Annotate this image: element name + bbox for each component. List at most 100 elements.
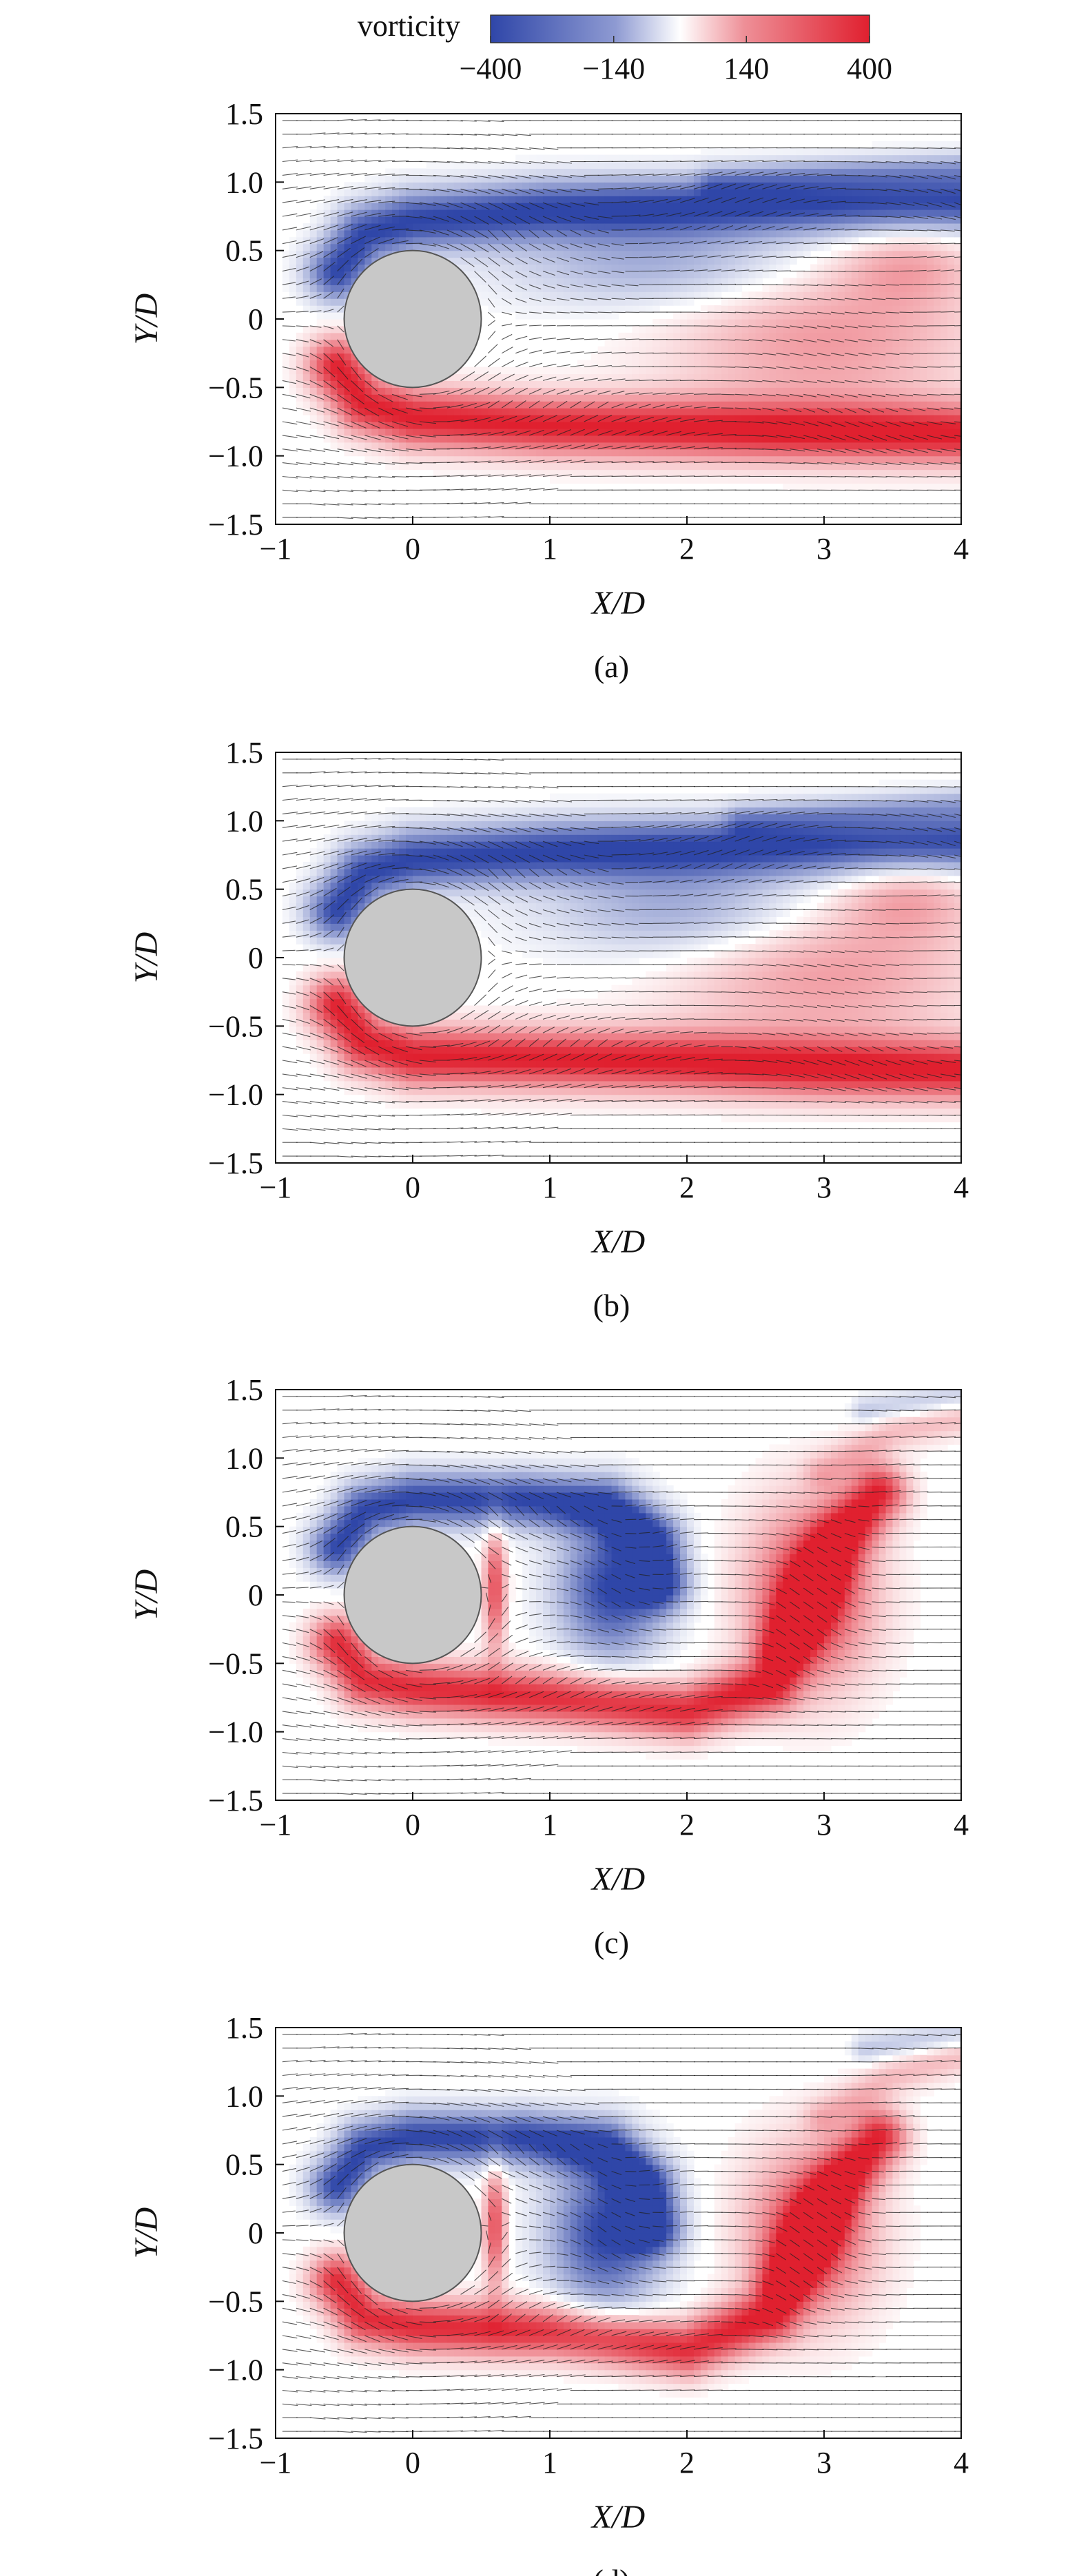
velocity-arrow (364, 435, 381, 440)
vorticity-cell (824, 435, 832, 443)
vorticity-cell (714, 380, 722, 388)
velocity-arrow (378, 449, 395, 452)
vorticity-cell (810, 428, 818, 436)
vorticity-cell (625, 271, 633, 278)
vorticity-cell (652, 339, 660, 347)
velocity-arrow (488, 229, 499, 240)
vorticity-cell (495, 264, 502, 272)
velocity-arrow (542, 188, 558, 194)
vorticity-cell (817, 462, 825, 471)
vorticity-cell (762, 229, 770, 238)
vorticity-cell (878, 141, 887, 149)
vorticity-cell (577, 380, 585, 388)
vorticity-cell (741, 325, 750, 333)
velocity-arrow (323, 475, 340, 479)
vorticity-cell (810, 360, 818, 368)
vorticity-cell (817, 175, 825, 183)
vorticity-cell (467, 223, 475, 231)
vorticity-cell (700, 182, 708, 189)
vorticity-cell (563, 264, 571, 272)
vorticity-cell (954, 462, 961, 471)
vorticity-cell (837, 168, 845, 176)
vorticity-cell (687, 257, 695, 265)
vorticity-cell (755, 236, 763, 245)
vorticity-cell (734, 415, 743, 422)
vorticity-cell (378, 203, 386, 210)
vorticity-cell (783, 346, 790, 354)
vorticity-cell (611, 291, 619, 299)
vorticity-cell (618, 196, 626, 203)
velocity-arrow (309, 407, 325, 413)
vorticity-cell (892, 168, 901, 176)
vorticity-cell (700, 469, 708, 477)
velocity-arrow (337, 224, 353, 231)
vorticity-cell (872, 209, 880, 217)
vorticity-cell (693, 462, 701, 471)
vorticity-cell (302, 243, 311, 251)
vorticity-cell (844, 483, 852, 491)
vorticity-cell (940, 168, 948, 176)
velocity-arrow (652, 161, 668, 163)
vorticity-cell (865, 360, 873, 368)
vorticity-cell (762, 285, 770, 292)
vorticity-cell (872, 325, 880, 333)
vorticity-cell (878, 319, 887, 327)
vorticity-cell (769, 476, 777, 484)
vorticity-cell (515, 154, 523, 163)
velocity-arrow (542, 284, 555, 289)
vorticity-cell (837, 394, 845, 402)
vorticity-cell (920, 271, 927, 278)
velocity-arrow (611, 284, 625, 287)
vorticity-cell (927, 257, 934, 265)
velocity-arrow (392, 228, 409, 231)
vorticity-cell (666, 298, 674, 306)
vorticity-cell (954, 360, 961, 368)
vorticity-cell (584, 243, 592, 251)
vorticity-cell (413, 428, 420, 436)
vorticity-cell (885, 147, 894, 156)
vorticity-cell (899, 442, 907, 450)
vorticity-cell (790, 435, 797, 443)
vorticity-cell (920, 339, 927, 347)
vorticity-cell (790, 285, 797, 292)
vorticity-cell (467, 408, 475, 415)
vorticity-cell (837, 442, 845, 450)
vorticity-cell (639, 394, 646, 402)
vorticity-cell (707, 278, 715, 285)
vorticity-cell (481, 298, 489, 306)
vorticity-cell (378, 223, 386, 231)
vorticity-cell (728, 360, 736, 368)
velocity-arrow (282, 173, 298, 176)
vorticity-cell (426, 408, 434, 415)
vorticity-cell (604, 203, 613, 210)
vorticity-cell (817, 428, 825, 436)
vorticity-cell (337, 312, 345, 320)
vorticity-cell (529, 243, 537, 251)
vorticity-cell (515, 175, 523, 183)
vorticity-cell (748, 291, 757, 299)
velocity-arrow (652, 404, 665, 409)
vorticity-cell (885, 353, 894, 361)
vorticity-cell (639, 243, 646, 251)
vorticity-cell (330, 278, 338, 285)
vorticity-cell (693, 476, 701, 484)
velocity-arrow (639, 445, 655, 450)
vorticity-cell (721, 147, 729, 156)
vorticity-cell (344, 401, 352, 409)
velocity-arrow (351, 132, 367, 135)
vorticity-cell (413, 415, 420, 422)
vorticity-cell (734, 298, 743, 306)
vorticity-cell (460, 394, 469, 402)
vorticity-cell (543, 154, 551, 163)
vorticity-cell (392, 415, 400, 422)
vorticity-cell (769, 154, 777, 163)
vorticity-cell (590, 278, 599, 285)
vorticity-cell (700, 168, 708, 176)
vorticity-cell (495, 435, 502, 443)
vorticity-cell (858, 182, 866, 189)
velocity-arrow (528, 362, 543, 368)
vorticity-cell (646, 209, 653, 217)
vorticity-cell (830, 257, 839, 265)
vorticity-cell (748, 209, 757, 217)
vorticity-cell (344, 394, 352, 402)
